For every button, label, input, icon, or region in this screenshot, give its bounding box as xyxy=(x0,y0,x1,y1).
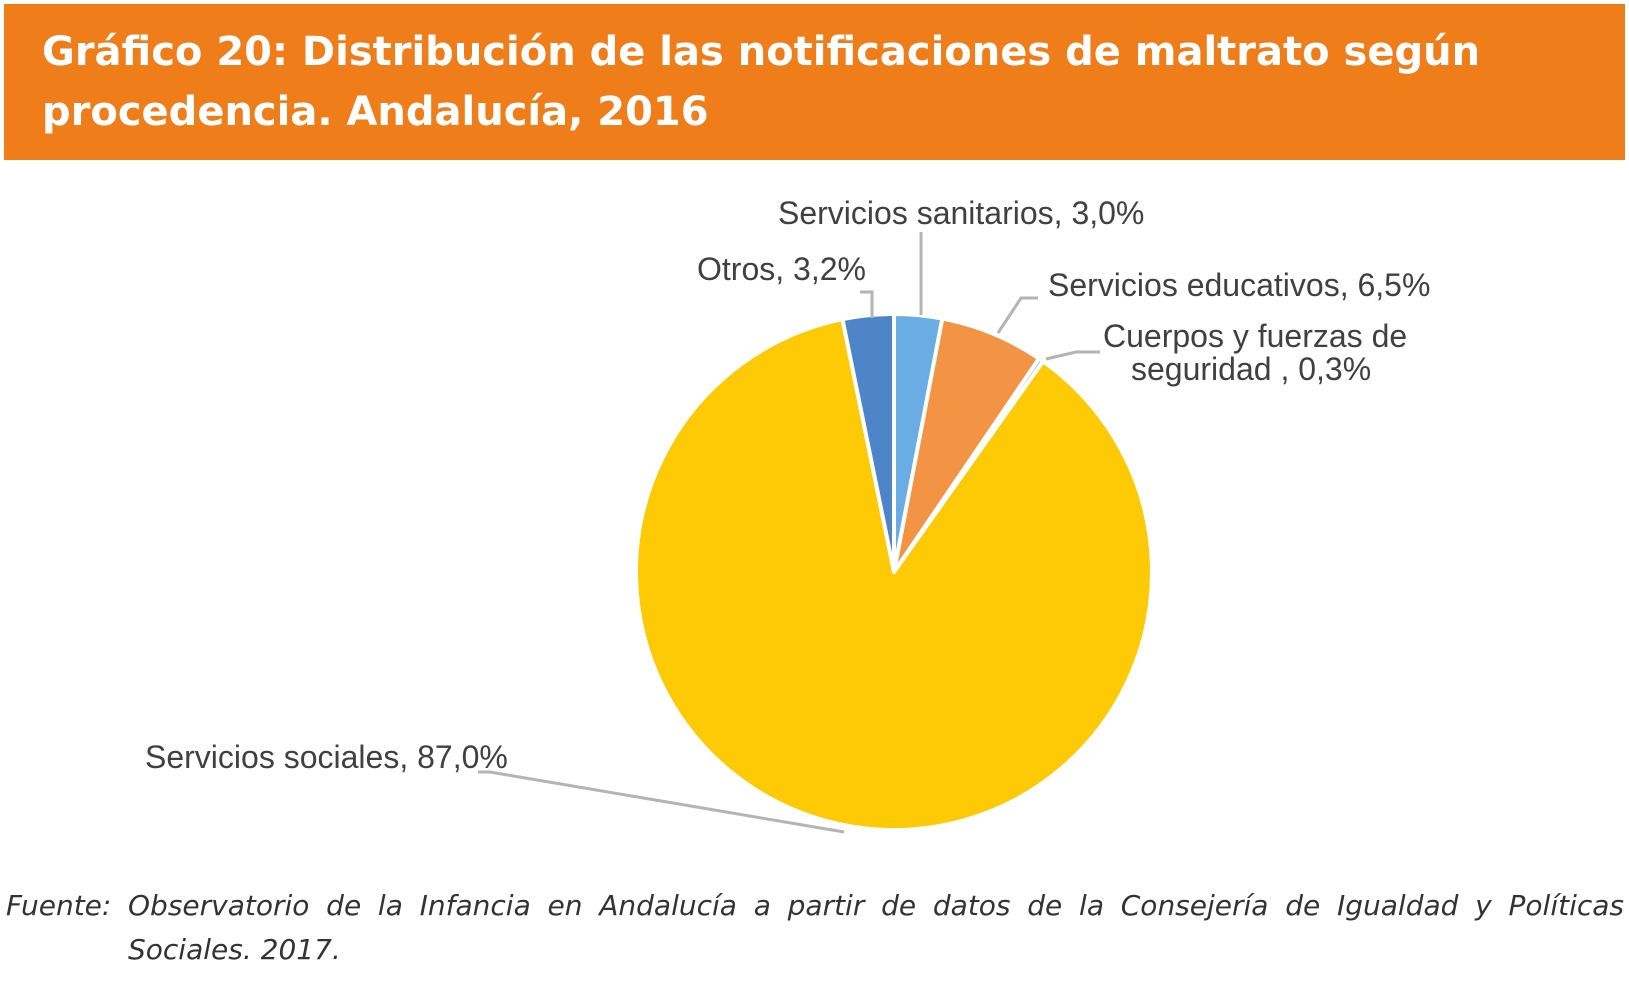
source-prefix: Fuente: xyxy=(6,889,112,922)
pie-slice-sociales xyxy=(634,317,1154,833)
pie-slice-otros xyxy=(840,312,896,574)
slice-label-cuerpos-line-1: Cuerpos y fuerzas de xyxy=(1103,318,1407,354)
source-text-line-2: Sociales. 2017. xyxy=(128,933,341,966)
leader-line-sociales xyxy=(478,770,845,834)
slice-label-sanitarios: Servicios sanitarios, 3,0% xyxy=(778,195,1144,231)
slice-label-sociales: Servicios sociales, 87,0% xyxy=(145,739,508,775)
slice-labels: Servicios sanitarios, 3,0% Servicios edu… xyxy=(145,195,1430,775)
chart-title-line-2: procedencia. Andalucía, 2016 xyxy=(42,89,709,135)
slice-label-cuerpos-line-2: seguridad , 0,3% xyxy=(1131,351,1371,387)
pie-slices xyxy=(634,312,1154,833)
title-banner: Gráfico 20: Distribución de las notifica… xyxy=(4,4,1625,160)
chart-title-line-1: Gráfico 20: Distribución de las notifica… xyxy=(42,29,1481,75)
source-note: Fuente: Observatorio de la Infancia en A… xyxy=(6,884,1624,972)
leader-line-cuerpos xyxy=(1045,350,1100,361)
slice-label-educativos: Servicios educativos, 6,5% xyxy=(1048,267,1430,303)
leader-line-educativos xyxy=(996,296,1038,334)
source-text-line-1: Observatorio de la Infancia en Andalucía… xyxy=(128,889,1624,922)
leader-lines xyxy=(478,232,1100,834)
slice-label-otros: Otros, 3,2% xyxy=(697,251,866,287)
leader-line-otros xyxy=(860,290,874,318)
